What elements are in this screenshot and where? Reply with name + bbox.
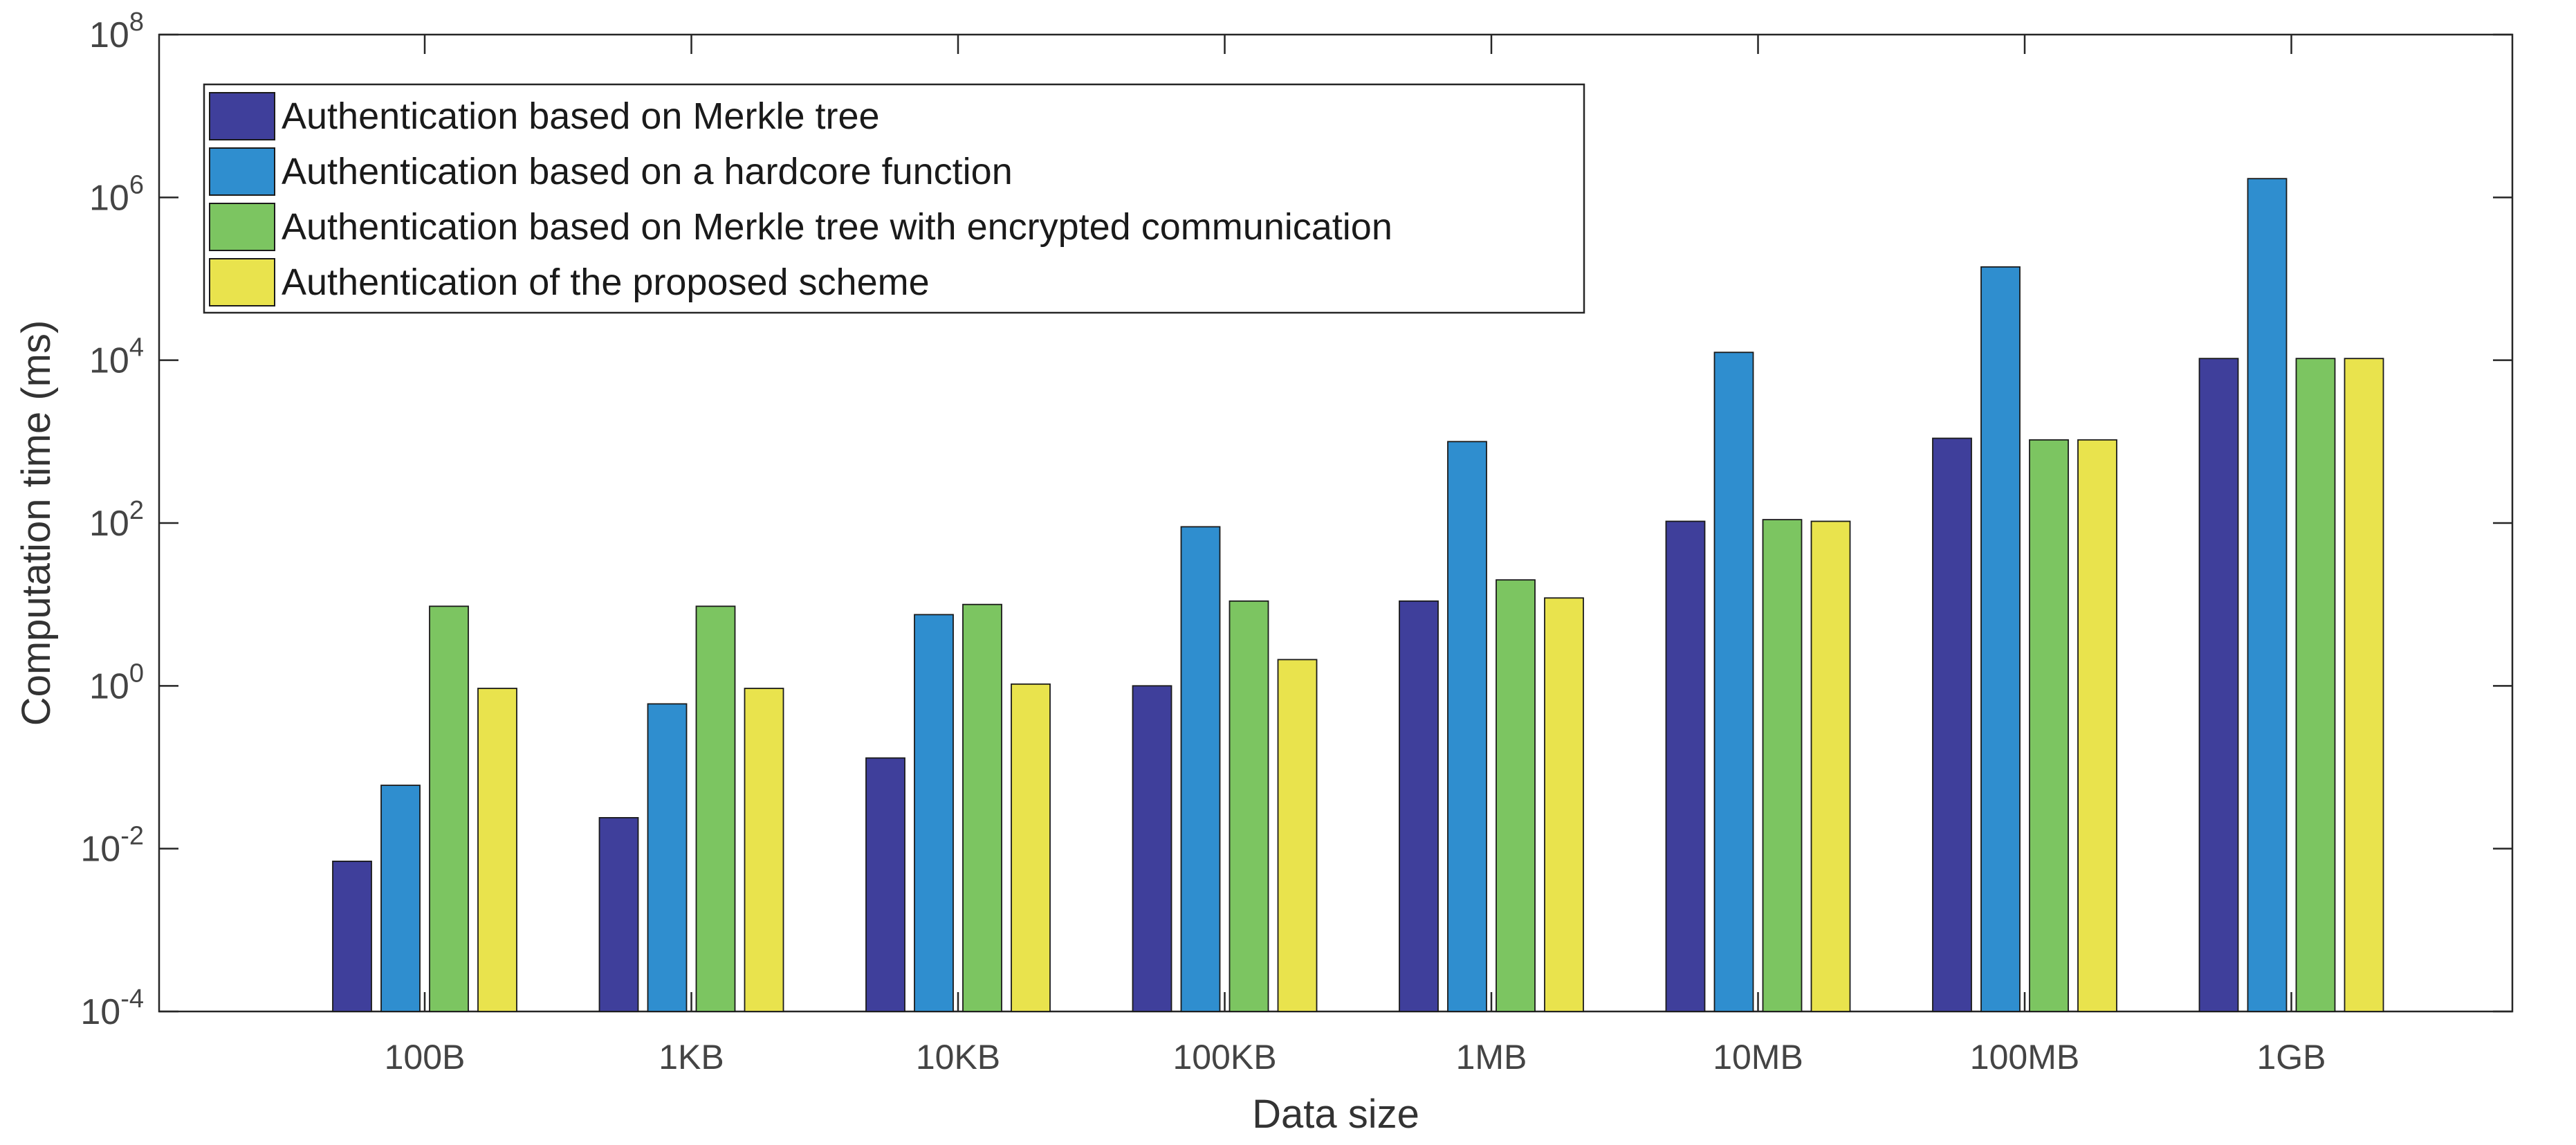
bar-1mb-series-4 xyxy=(1544,597,1584,1012)
legend-swatch-2 xyxy=(209,147,275,196)
y-tick-label-2: 10-2 xyxy=(80,822,144,870)
x-tick-label-10mb: 10MB xyxy=(1713,1038,1803,1077)
bar-100mb-series-4 xyxy=(2077,439,2117,1012)
bar-1kb-series-4 xyxy=(744,688,784,1012)
y-axis-label: Computation time (ms) xyxy=(14,320,59,726)
bar-1kb-series-1 xyxy=(598,817,639,1012)
bar-100b-series-1 xyxy=(332,861,372,1012)
bar-1gb-series-1 xyxy=(2198,358,2239,1012)
bar-100b-series-4 xyxy=(477,688,517,1012)
bar-1kb-series-3 xyxy=(695,605,736,1012)
legend-swatch-1 xyxy=(209,92,275,140)
legend-swatch-3 xyxy=(209,203,275,251)
bar-100mb-series-1 xyxy=(1932,437,1972,1012)
x-tick-label-10kb: 10KB xyxy=(916,1038,1000,1077)
legend: Authentication based on Merkle tree Authe… xyxy=(203,83,1585,314)
x-tick-label-1mb: 1MB xyxy=(1456,1038,1527,1077)
x-tick-label-100kb: 100KB xyxy=(1172,1038,1276,1077)
legend-label-1: Authentication based on Merkle tree xyxy=(282,95,880,137)
y-tick-label-5: 104 xyxy=(89,333,144,381)
y-tick-label-6: 106 xyxy=(89,170,144,218)
bar-1gb-series-2 xyxy=(2247,178,2288,1012)
bar-10kb-series-2 xyxy=(914,614,954,1012)
bar-10mb-series-4 xyxy=(1810,520,1851,1012)
bar-1mb-series-2 xyxy=(1447,441,1487,1012)
bar-100kb-series-1 xyxy=(1132,685,1172,1012)
bar-100mb-series-2 xyxy=(1980,266,2021,1012)
bar-100kb-series-2 xyxy=(1180,526,1221,1012)
x-tick-label-100mb: 100MB xyxy=(1970,1038,2079,1077)
bar-10kb-series-3 xyxy=(962,603,1002,1012)
bar-10mb-series-2 xyxy=(1713,351,1754,1012)
legend-label-3: Authentication based on Merkle tree with… xyxy=(282,206,1392,248)
bar-10mb-series-1 xyxy=(1665,520,1706,1012)
legend-swatch-4 xyxy=(209,258,275,306)
y-tick-label-1: 10-4 xyxy=(80,984,144,1032)
axes-group: 100B 1KB 10KB 100KB 1MB 10MB 100MB 1GB 10-4 10-2 1… xyxy=(80,8,2512,1077)
bar-1kb-series-2 xyxy=(647,703,688,1012)
x-axis-label: Data size xyxy=(1252,1092,1419,1137)
bar-10mb-series-3 xyxy=(1762,519,1803,1012)
bar-10kb-series-4 xyxy=(1011,683,1051,1012)
y-tick-label-4: 102 xyxy=(89,496,144,544)
bars-group xyxy=(332,178,2384,1012)
bar-100b-series-2 xyxy=(380,785,421,1012)
x-tick-label-1kb: 1KB xyxy=(659,1038,724,1077)
bar-100kb-series-3 xyxy=(1229,600,1269,1012)
legend-box xyxy=(203,83,1585,314)
bar-1mb-series-3 xyxy=(1496,579,1536,1012)
x-tick-label-1gb: 1GB xyxy=(2256,1038,2326,1077)
bar-100b-series-3 xyxy=(429,605,469,1012)
bar-1gb-series-4 xyxy=(2344,358,2384,1012)
y-tick-label-7: 108 xyxy=(89,8,144,55)
bar-100mb-series-3 xyxy=(2029,439,2069,1012)
legend-label-2: Authentication based on a hardcore funct… xyxy=(282,151,1013,192)
bar-1mb-series-1 xyxy=(1399,600,1439,1012)
bar-100kb-series-4 xyxy=(1277,659,1318,1012)
legend-label-4: Authentication of the proposed scheme xyxy=(282,262,930,303)
bar-10kb-series-1 xyxy=(865,757,905,1012)
bar-1gb-series-3 xyxy=(2295,358,2336,1012)
x-tick-label-100b: 100B xyxy=(385,1038,466,1077)
y-tick-label-3: 100 xyxy=(89,659,144,706)
